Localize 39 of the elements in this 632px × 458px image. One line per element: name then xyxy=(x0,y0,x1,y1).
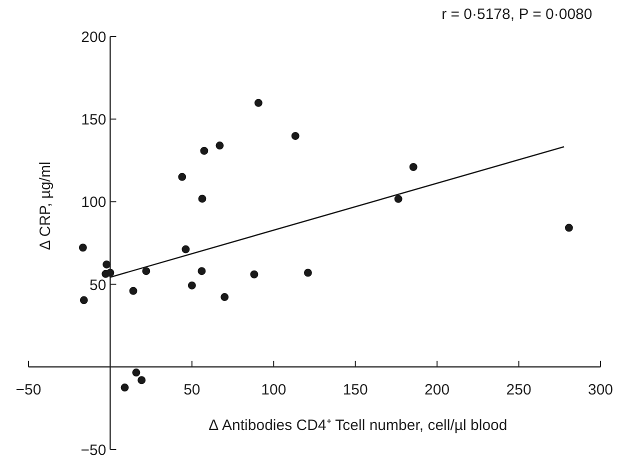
x-tick-label: 150 xyxy=(342,381,368,398)
point xyxy=(102,260,111,268)
y-tick-label: 150 xyxy=(81,112,106,129)
point xyxy=(198,194,206,203)
x-tick-label: 300 xyxy=(588,381,614,398)
point xyxy=(216,142,224,150)
point xyxy=(78,244,87,252)
point xyxy=(198,267,206,276)
y-tick-label: −50 xyxy=(80,442,106,458)
y-axis-title: Δ CRP, µg/ml xyxy=(37,162,54,250)
point xyxy=(291,132,300,140)
point xyxy=(409,163,418,171)
text: r = 0·5178, P = 0·0080 xyxy=(442,6,592,23)
point xyxy=(188,281,196,290)
point xyxy=(138,376,146,384)
y-tick-label: 200 xyxy=(81,29,106,46)
x-tick-label: 250 xyxy=(506,381,532,398)
x-tick-label: 50 xyxy=(184,381,200,398)
point xyxy=(132,368,140,377)
point xyxy=(120,384,129,392)
point xyxy=(304,268,312,277)
y-tick-label: 100 xyxy=(81,194,106,212)
point xyxy=(200,146,208,155)
point xyxy=(80,296,88,304)
point xyxy=(182,245,190,254)
point xyxy=(564,224,573,232)
point xyxy=(254,98,262,107)
point xyxy=(394,194,402,203)
point xyxy=(178,172,186,181)
point xyxy=(250,270,258,278)
point xyxy=(129,286,138,295)
y-tick-label: 50 xyxy=(90,276,106,294)
x-tick-label: 100 xyxy=(261,381,286,398)
point xyxy=(106,268,114,277)
x-axis-title: Δ Antibodies CD4⁺ Tcell number, cell/µl blood xyxy=(208,417,508,434)
x-tick-label: 200 xyxy=(424,381,450,398)
x-tick-label: −50 xyxy=(16,381,42,398)
point xyxy=(142,267,150,276)
point xyxy=(220,293,229,302)
